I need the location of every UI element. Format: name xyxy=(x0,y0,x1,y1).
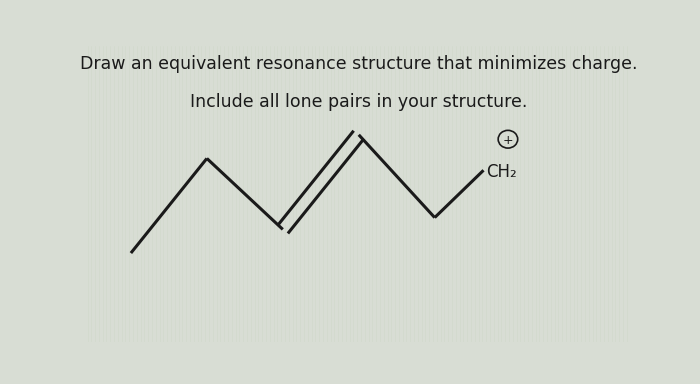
Text: +: + xyxy=(503,134,513,147)
Text: Draw an equivalent resonance structure that minimizes charge.: Draw an equivalent resonance structure t… xyxy=(80,55,638,73)
Text: CH₂: CH₂ xyxy=(486,163,517,181)
Text: Include all lone pairs in your structure.: Include all lone pairs in your structure… xyxy=(190,93,527,111)
